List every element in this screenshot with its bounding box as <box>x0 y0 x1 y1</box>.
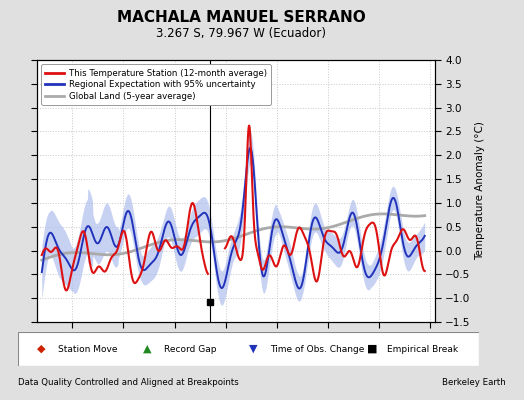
Text: Station Move: Station Move <box>58 344 117 354</box>
Y-axis label: Temperature Anomaly (°C): Temperature Anomaly (°C) <box>475 122 485 260</box>
Legend: This Temperature Station (12-month average), Regional Expectation with 95% uncer: This Temperature Station (12-month avera… <box>41 64 271 105</box>
Text: Record Gap: Record Gap <box>163 344 216 354</box>
Text: 3.267 S, 79.967 W (Ecuador): 3.267 S, 79.967 W (Ecuador) <box>156 27 326 40</box>
Text: ▼: ▼ <box>249 344 257 354</box>
Text: Data Quality Controlled and Aligned at Breakpoints: Data Quality Controlled and Aligned at B… <box>18 378 239 387</box>
FancyBboxPatch shape <box>18 332 479 366</box>
Text: ◆: ◆ <box>37 344 45 354</box>
Text: Time of Obs. Change: Time of Obs. Change <box>270 344 364 354</box>
Text: ▲: ▲ <box>143 344 151 354</box>
Text: Berkeley Earth: Berkeley Earth <box>442 378 506 387</box>
Text: ■: ■ <box>366 344 377 354</box>
Text: MACHALA MANUEL SERRANO: MACHALA MANUEL SERRANO <box>117 10 365 25</box>
Text: Empirical Break: Empirical Break <box>387 344 458 354</box>
